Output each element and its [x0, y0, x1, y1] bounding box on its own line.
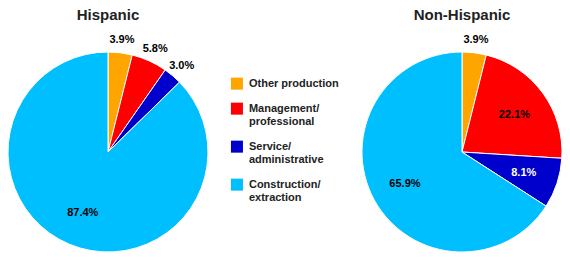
data-label: 65.9%: [389, 177, 420, 189]
data-label: 22.1%: [499, 108, 530, 120]
legend-swatch: [231, 179, 243, 191]
pie-chart: Other productionManagement/ professional…: [362, 33, 562, 252]
data-labels: 3.9% 5.8%3.0% 87.4%: [67, 33, 194, 218]
slices: Other productionManagement/ professional…: [362, 52, 562, 252]
data-label: 8.1%: [511, 166, 536, 178]
pie-slice: Management/ professional: [462, 55, 562, 158]
legend-item: Other production: [231, 77, 339, 90]
legend-item: Management/professional: [231, 102, 319, 127]
legend-label: Management/professional: [249, 102, 319, 127]
legend-swatch: [231, 141, 243, 153]
legend-label: Service/administrative: [249, 140, 324, 165]
chart-root: Other production Management/ professional…: [0, 0, 570, 263]
data-label: 5.8%: [143, 42, 168, 54]
chart-title: Non-Hispanic: [414, 6, 511, 23]
data-label: 3.0%: [169, 59, 194, 71]
legend-item: Service/administrative: [231, 140, 324, 165]
data-label: 3.9%: [109, 33, 134, 45]
legend-swatch: [231, 78, 243, 90]
data-label: 3.9%: [463, 33, 488, 45]
pie-slice: Construction/ extraction: [362, 52, 546, 252]
legend-label: Other production: [249, 77, 339, 89]
chart-title: Hispanic: [77, 6, 140, 23]
legend-swatch: [231, 103, 243, 115]
pie-chart: Other productionManagement/ professional…: [8, 33, 208, 252]
legend-item: Construction/extraction: [231, 178, 321, 203]
data-label: 87.4%: [67, 206, 98, 218]
data-labels: 3.9% 22.1% 8.1% 65.9%: [389, 33, 536, 189]
slices: Other productionManagement/ professional…: [8, 52, 208, 252]
legend-label: Construction/extraction: [249, 178, 321, 203]
pie-slice: Construction/ extraction: [8, 52, 208, 252]
legend: Other production Management/professional S…: [231, 77, 339, 203]
